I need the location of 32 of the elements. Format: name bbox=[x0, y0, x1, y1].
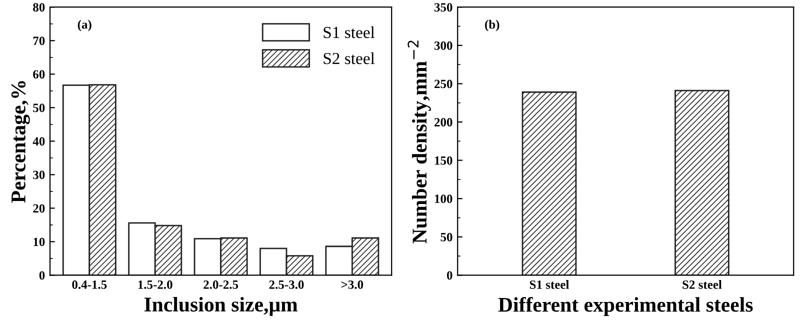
y-tick-label: 10 bbox=[34, 238, 45, 246]
x-tick-label: 1.5-2.0 bbox=[138, 280, 172, 289]
y-tick-label: 50 bbox=[33, 104, 45, 112]
y-axis-title: Percentage,% bbox=[11, 81, 30, 203]
y-tick-label: 0 bbox=[39, 271, 45, 280]
y-tick-label: 100 bbox=[434, 194, 452, 204]
y-tick-label: 70 bbox=[33, 36, 45, 46]
y-tick-label: 350 bbox=[434, 3, 452, 12]
x-tick-label: 0.4-1.5 bbox=[72, 280, 107, 289]
x-tick-label: S2 steel bbox=[682, 280, 722, 289]
y-tick-label: 80 bbox=[33, 3, 45, 12]
y-tick-label: 300 bbox=[434, 41, 452, 50]
y-tick-label: 200 bbox=[434, 118, 452, 126]
annotation: (a) bbox=[78, 20, 92, 32]
y-tick-label: 30 bbox=[33, 170, 45, 180]
x-tick-label: >3.0 bbox=[341, 280, 364, 289]
x-tick-label: S1 steel bbox=[530, 280, 569, 289]
y-tick-label: 20 bbox=[33, 204, 45, 213]
annotation: (b) bbox=[485, 20, 500, 32]
x-tick-label: 2.0-2.5 bbox=[204, 280, 238, 289]
y-axis-title: Number density,mm$^{−2}$ bbox=[408, 40, 431, 244]
legend-label: S2 steel bbox=[324, 52, 375, 64]
y-tick-label: 60 bbox=[33, 70, 45, 79]
legend-label: S1 steel bbox=[324, 26, 375, 38]
x-tick-label: 2.5-3.0 bbox=[269, 280, 304, 289]
y-tick-label: 250 bbox=[434, 80, 452, 88]
x-axis-title: Different experimental steels bbox=[498, 296, 753, 316]
y-tick-label: 50 bbox=[440, 232, 452, 242]
y-tick-label: 40 bbox=[32, 137, 45, 146]
y-tick-label: 0 bbox=[446, 271, 452, 280]
y-tick-label: 150 bbox=[434, 156, 452, 165]
x-axis-title: Inclusion size,μm bbox=[144, 296, 298, 316]
